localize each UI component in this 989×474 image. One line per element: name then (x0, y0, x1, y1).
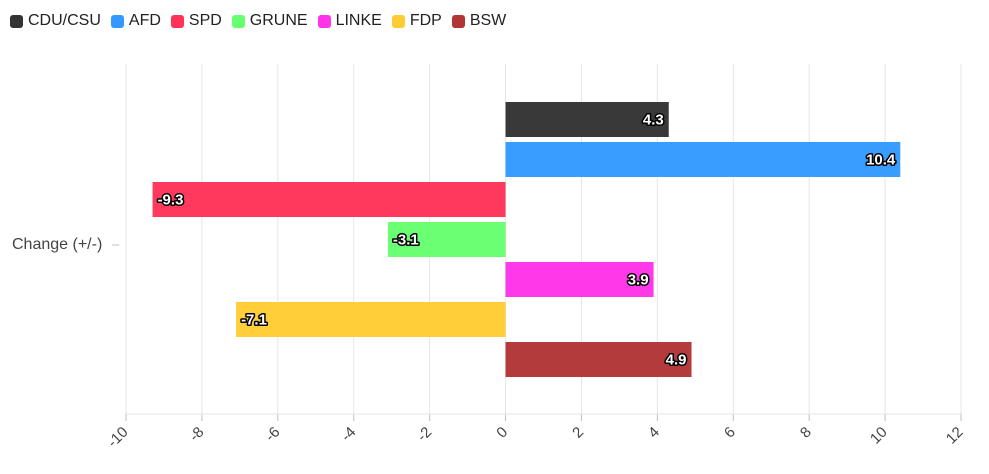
data-label: -9.3 (158, 191, 184, 208)
x-tick-label: 8 (797, 424, 815, 442)
data-label: 4.3 (643, 111, 664, 128)
x-tick-label: -2 (414, 424, 435, 445)
legend-item[interactable]: SPD (170, 12, 222, 30)
bar-grune (387, 222, 506, 257)
x-tick-label: -10 (104, 424, 131, 451)
legend-swatch (170, 14, 184, 28)
bar-fdp (236, 302, 506, 337)
legend-item[interactable]: CDU/CSU (10, 12, 101, 30)
bar-bsw (505, 342, 692, 377)
bar-spd (152, 182, 506, 217)
legend-item[interactable]: BSW (451, 12, 507, 30)
x-tick-label: -4 (338, 424, 359, 445)
legend-item[interactable]: FDP (391, 12, 442, 30)
legend-item[interactable]: GRUNE (231, 12, 308, 30)
data-label: 3.9 (628, 271, 649, 288)
x-tick-label: 0 (493, 424, 511, 442)
legend-swatch (317, 14, 331, 28)
y-category-label: Change (+/-) (12, 236, 102, 253)
legend-item[interactable]: AFD (110, 12, 161, 30)
data-label: -7.1 (241, 311, 267, 328)
data-label: 4.9 (666, 351, 687, 368)
bar-afd (505, 142, 901, 177)
legend-label: FDP (409, 12, 442, 29)
bar-linke (505, 262, 654, 297)
x-tick-label: 4 (645, 424, 663, 442)
legend-swatch (110, 14, 124, 28)
legend-label: SPD (188, 12, 222, 29)
x-tick-label: -6 (262, 424, 283, 445)
legend-label: GRUNE (249, 12, 308, 29)
x-tick-label: -8 (186, 424, 207, 445)
x-tick-label: 12 (943, 424, 967, 448)
legend-label: AFD (128, 12, 161, 29)
legend-label: CDU/CSU (28, 12, 101, 29)
data-label: -3.1 (393, 231, 419, 248)
x-tick-label: 6 (721, 424, 739, 442)
legend-label: BSW (469, 12, 507, 29)
legend: CDU/CSU AFD SPD GRUNE LINKE FDP BSW (10, 12, 516, 30)
legend-swatch (10, 14, 23, 28)
legend-swatch (231, 14, 245, 28)
data-label: 10.4 (866, 151, 896, 168)
legend-label: LINKE (335, 12, 382, 29)
legend-swatch (451, 14, 465, 28)
x-tick-label: 2 (569, 424, 587, 442)
x-tick-label: 10 (867, 424, 891, 448)
legend-swatch (391, 14, 405, 28)
legend-item[interactable]: LINKE (317, 12, 382, 30)
bar-cducsu (505, 102, 669, 137)
